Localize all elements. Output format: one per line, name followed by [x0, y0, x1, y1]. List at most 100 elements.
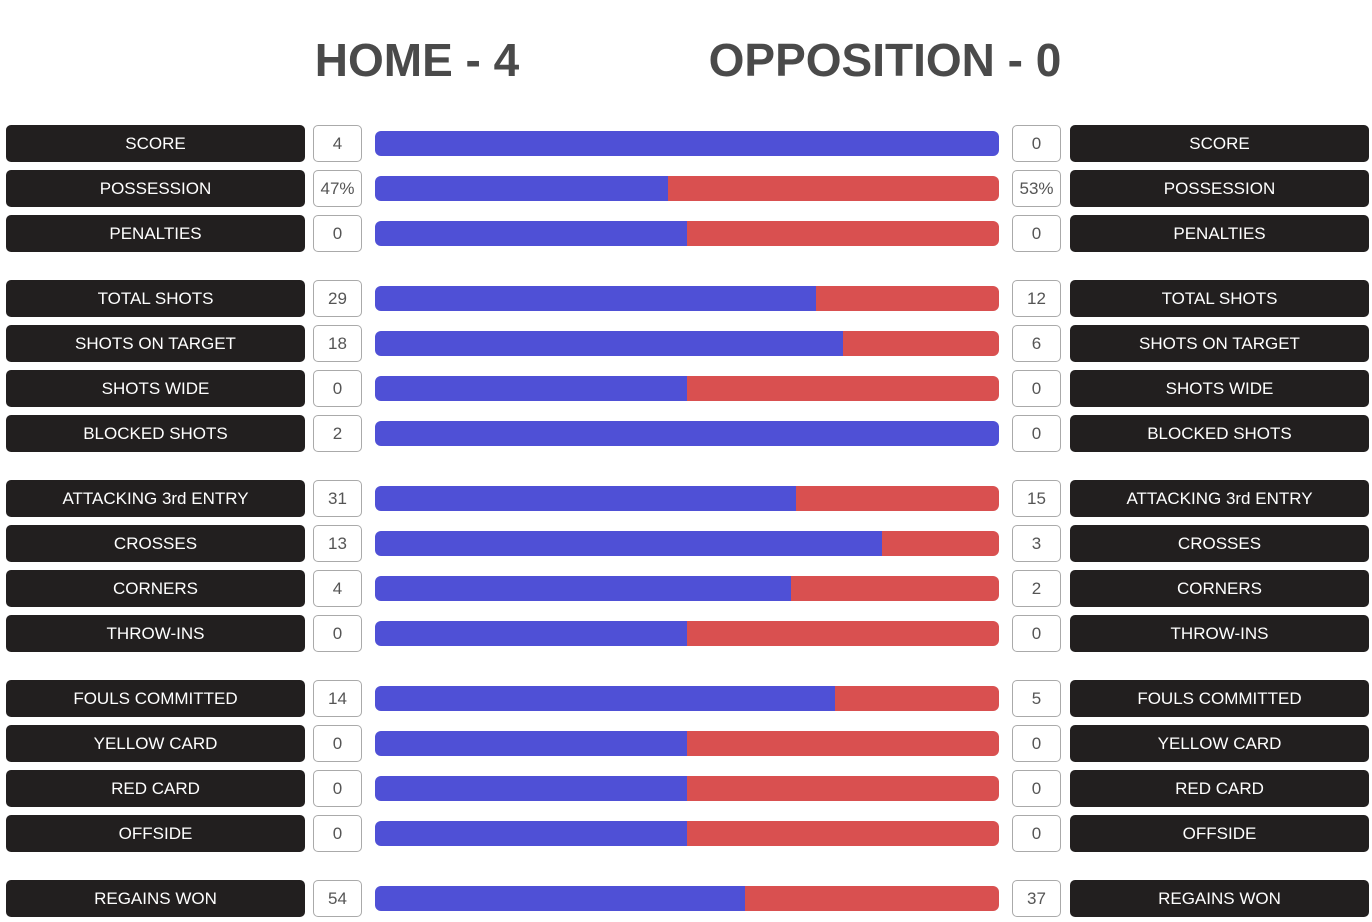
opposition-heading: OPPOSITION - 0	[708, 34, 1062, 86]
stat-label: BLOCKED SHOTS	[1070, 415, 1369, 452]
away-segment	[795, 486, 999, 511]
away-value: 15	[1012, 480, 1061, 517]
comparison-bar	[375, 176, 999, 201]
stat-label: YELLOW CARD	[1070, 725, 1369, 762]
home-segment	[375, 176, 669, 201]
home-segment	[375, 331, 843, 356]
home-segment	[375, 221, 687, 246]
away-value: 6	[1012, 325, 1061, 362]
away-segment	[745, 886, 999, 911]
home-value: 0	[313, 725, 362, 762]
stat-label: RED CARD	[1070, 770, 1369, 807]
away-segment	[843, 331, 999, 356]
home-segment	[375, 731, 687, 756]
away-value: 2	[1012, 570, 1061, 607]
away-value: 0	[1012, 770, 1061, 807]
away-value: 0	[1012, 370, 1061, 407]
home-segment	[375, 286, 817, 311]
away-segment	[791, 576, 999, 601]
away-value: 3	[1012, 525, 1061, 562]
away-segment	[687, 221, 999, 246]
home-segment	[375, 821, 687, 846]
stat-label: REGAINS WON	[1070, 880, 1369, 917]
away-segment	[687, 821, 999, 846]
comparison-bar	[375, 486, 999, 511]
away-segment	[668, 176, 999, 201]
stat-label: SCORE	[1070, 125, 1369, 162]
comparison-bar	[375, 821, 999, 846]
home-segment	[375, 421, 999, 446]
home-value: 14	[313, 680, 362, 717]
away-segment	[687, 776, 999, 801]
stat-label: BLOCKED SHOTS	[6, 415, 305, 452]
away-value: 12	[1012, 280, 1061, 317]
home-value: 0	[313, 370, 362, 407]
away-segment	[687, 731, 999, 756]
stat-label: CORNERS	[6, 570, 305, 607]
stat-label: CROSSES	[1070, 525, 1369, 562]
home-value: 31	[313, 480, 362, 517]
home-value: 18	[313, 325, 362, 362]
stat-label: POSSESSION	[1070, 170, 1369, 207]
comparison-bar	[375, 376, 999, 401]
comparison-bar	[375, 131, 999, 156]
stat-label: POSSESSION	[6, 170, 305, 207]
comparison-bar	[375, 531, 999, 556]
home-segment	[375, 376, 687, 401]
away-value: 0	[1012, 615, 1061, 652]
away-value: 0	[1012, 125, 1061, 162]
comparison-bar	[375, 421, 999, 446]
away-value: 5	[1012, 680, 1061, 717]
away-value: 0	[1012, 725, 1061, 762]
home-value: 29	[313, 280, 362, 317]
stat-label: SCORE	[6, 125, 305, 162]
stat-label: OFFSIDE	[1070, 815, 1369, 852]
away-value: 0	[1012, 215, 1061, 252]
home-value: 4	[313, 570, 362, 607]
stat-label: PENALTIES	[1070, 215, 1369, 252]
stat-label: SHOTS ON TARGET	[1070, 325, 1369, 362]
stat-label: SHOTS ON TARGET	[6, 325, 305, 362]
stat-label: THROW-INS	[1070, 615, 1369, 652]
stat-label: ATTACKING 3rd ENTRY	[6, 480, 305, 517]
stat-label: FOULS COMMITTED	[1070, 680, 1369, 717]
stat-label: TOTAL SHOTS	[1070, 280, 1369, 317]
comparison-bar	[375, 621, 999, 646]
stat-label: SHOTS WIDE	[6, 370, 305, 407]
home-value: 47%	[313, 170, 362, 207]
away-value: 0	[1012, 415, 1061, 452]
stat-label: OFFSIDE	[6, 815, 305, 852]
comparison-bar	[375, 886, 999, 911]
home-segment	[375, 686, 835, 711]
stat-label: ATTACKING 3rd ENTRY	[1070, 480, 1369, 517]
home-segment	[375, 531, 882, 556]
stat-label: TOTAL SHOTS	[6, 280, 305, 317]
home-value: 13	[313, 525, 362, 562]
home-segment	[375, 576, 791, 601]
stat-label: THROW-INS	[6, 615, 305, 652]
home-segment	[375, 486, 796, 511]
comparison-bar	[375, 331, 999, 356]
away-segment	[816, 286, 999, 311]
away-segment	[834, 686, 999, 711]
comparison-bar	[375, 576, 999, 601]
home-value: 54	[313, 880, 362, 917]
home-segment	[375, 131, 999, 156]
away-value: 53%	[1012, 170, 1061, 207]
home-segment	[375, 776, 687, 801]
stat-label: RED CARD	[6, 770, 305, 807]
comparison-bar	[375, 776, 999, 801]
stat-label: PENALTIES	[6, 215, 305, 252]
away-segment	[882, 531, 999, 556]
stat-label: FOULS COMMITTED	[6, 680, 305, 717]
home-value: 0	[313, 615, 362, 652]
comparison-bar	[375, 286, 999, 311]
home-segment	[375, 621, 687, 646]
home-value: 0	[313, 815, 362, 852]
stat-label: YELLOW CARD	[6, 725, 305, 762]
home-value: 0	[313, 215, 362, 252]
away-segment	[687, 376, 999, 401]
away-value: 37	[1012, 880, 1061, 917]
home-segment	[375, 886, 746, 911]
